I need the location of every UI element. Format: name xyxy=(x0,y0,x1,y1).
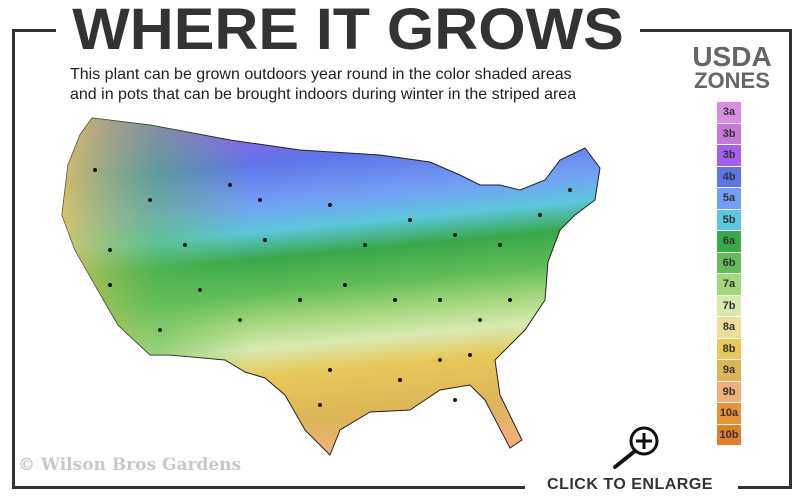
frame-bottom-right xyxy=(738,486,792,489)
copyright-watermark: © Wilson Bros Gardens xyxy=(18,455,242,475)
city-marker xyxy=(363,243,367,247)
legend-zone-5a: 5a xyxy=(717,188,741,209)
city-marker xyxy=(93,168,97,172)
city-marker xyxy=(108,248,112,252)
legend-zone-3b: 3b xyxy=(717,123,741,144)
city-marker xyxy=(478,318,482,322)
subtitle-line-1: This plant can be grown outdoors year ro… xyxy=(70,66,572,83)
frame-top-left xyxy=(12,29,56,32)
city-marker xyxy=(508,298,512,302)
legend-zone-7b: 7b xyxy=(717,295,741,316)
city-marker xyxy=(263,238,267,242)
city-marker xyxy=(238,318,242,322)
frame-bottom-left xyxy=(12,486,525,489)
legend-zone-6a: 6a xyxy=(717,231,741,252)
subtitle: This plant can be grown outdoors year ro… xyxy=(70,65,650,105)
city-marker xyxy=(568,188,572,192)
city-markers xyxy=(93,168,572,407)
legend-title-zones: ZONES xyxy=(694,68,770,93)
city-marker xyxy=(408,218,412,222)
city-marker xyxy=(158,328,162,332)
page-title: WHERE IT GROWS xyxy=(72,0,624,62)
city-marker xyxy=(453,398,457,402)
legend-zone-9a: 9a xyxy=(717,360,741,381)
city-marker xyxy=(298,298,302,302)
city-marker xyxy=(328,203,332,207)
city-marker xyxy=(318,403,322,407)
legend-title-usda: USDA xyxy=(692,41,772,72)
city-marker xyxy=(538,213,542,217)
legend-zone-8b: 8b xyxy=(717,338,741,359)
legend-zone-9b: 9b xyxy=(717,381,741,402)
legend-zone-4b: 4b xyxy=(717,166,741,187)
zone-legend: 3a 3b 3b 4b 5a 5b 6a 6b 7a 7b 8a 8b 9a 9b 10a 10b xyxy=(717,102,741,446)
city-marker xyxy=(183,243,187,247)
west-coast-zone-overlay xyxy=(62,118,600,455)
city-marker xyxy=(328,368,332,372)
legend-zone-10b: 10b xyxy=(717,424,741,445)
legend-zone-10a: 10a xyxy=(717,403,741,424)
city-marker xyxy=(453,233,457,237)
frame-left xyxy=(12,29,15,489)
magnifier-plus-icon[interactable] xyxy=(610,425,660,470)
city-marker xyxy=(343,283,347,287)
click-to-enlarge-button[interactable]: CLICK TO ENLARGE xyxy=(547,476,713,493)
frame-right xyxy=(789,29,792,489)
city-marker xyxy=(228,183,232,187)
city-marker xyxy=(498,243,502,247)
legend-title: USDA ZONES xyxy=(672,41,792,93)
city-marker xyxy=(468,353,472,357)
city-marker xyxy=(393,298,397,302)
subtitle-line-2: and in pots that can be brought indoors … xyxy=(70,86,577,103)
frame-top-right xyxy=(640,29,792,32)
legend-zone-3a: 3a xyxy=(717,102,741,123)
city-marker xyxy=(438,358,442,362)
city-marker xyxy=(198,288,202,292)
legend-zone-8a: 8a xyxy=(717,317,741,338)
legend-zone-7a: 7a xyxy=(717,274,741,295)
city-marker xyxy=(438,298,442,302)
city-marker xyxy=(148,198,152,202)
city-marker xyxy=(108,283,112,287)
legend-zone-6b: 6b xyxy=(717,252,741,273)
legend-zone-3b: 3b xyxy=(717,145,741,166)
legend-zone-5b: 5b xyxy=(717,209,741,230)
city-marker xyxy=(398,378,402,382)
city-marker xyxy=(258,198,262,202)
